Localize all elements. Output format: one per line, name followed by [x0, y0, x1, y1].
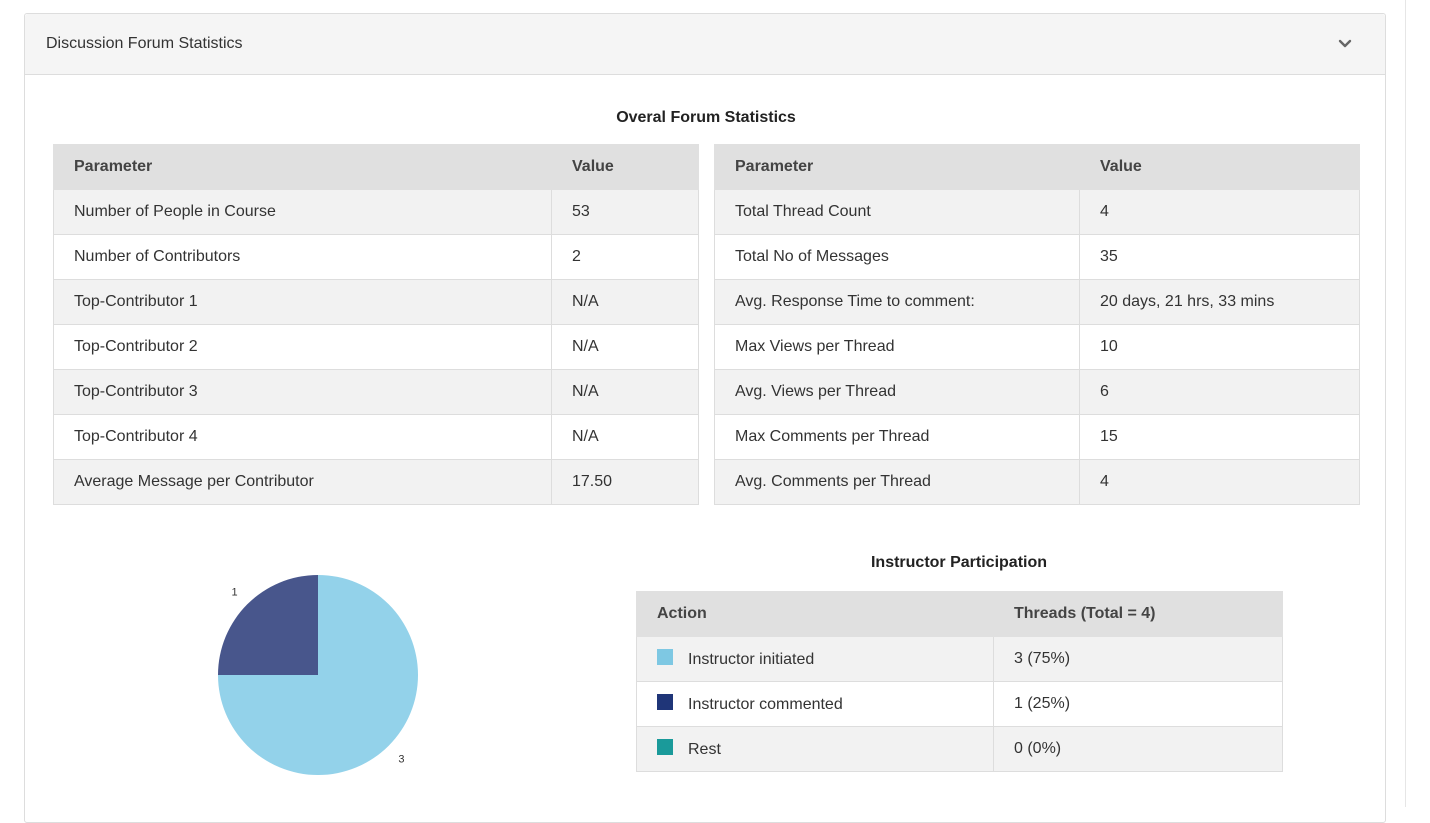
- instructor-participation-title: Instructor Participation: [870, 554, 1048, 571]
- table-row: Number of People in Course 53: [53, 189, 699, 235]
- value-cell: 17.50: [551, 459, 699, 505]
- parameter-cell: Top-Contributor 3: [53, 369, 552, 415]
- table-row: Average Message per Contributor 17.50: [53, 459, 699, 505]
- value-cell: 20 days, 21 hrs, 33 mins: [1079, 279, 1360, 325]
- table-row: Avg. Comments per Thread 4: [714, 459, 1360, 505]
- parameter-cell: Number of Contributors: [53, 234, 552, 280]
- threads-cell: 3 (75%): [993, 636, 1283, 682]
- instructor-participation-table: Action Threads (Total = 4) Instructor in…: [636, 591, 1283, 772]
- column-header: Value: [551, 144, 699, 190]
- parameter-cell: Avg. Comments per Thread: [714, 459, 1080, 505]
- table-row: Top-Contributor 4 N/A: [53, 414, 699, 460]
- legend-swatch: [657, 694, 673, 710]
- value-cell: 2: [551, 234, 699, 280]
- parameter-cell: Max Comments per Thread: [714, 414, 1080, 460]
- page-right-border: [1405, 0, 1406, 807]
- chevron-down-icon[interactable]: [1335, 34, 1355, 54]
- column-header: Action: [636, 591, 994, 637]
- parameter-cell: Max Views per Thread: [714, 324, 1080, 370]
- action-cell: Instructor commented: [636, 681, 994, 727]
- threads-cell: 1 (25%): [993, 681, 1283, 727]
- column-header: Parameter: [53, 144, 552, 190]
- table-row: Top-Contributor 1 N/A: [53, 279, 699, 325]
- value-cell: N/A: [551, 279, 699, 325]
- action-cell: Instructor initiated: [636, 636, 994, 682]
- action-label: Instructor commented: [688, 696, 843, 713]
- table-row: Top-Contributor 3 N/A: [53, 369, 699, 415]
- value-cell: 53: [551, 189, 699, 235]
- value-cell: N/A: [551, 414, 699, 460]
- parameter-cell: Top-Contributor 1: [53, 279, 552, 325]
- table-header-row: Parameter Value: [714, 144, 1360, 190]
- panel-header[interactable]: Discussion Forum Statistics: [25, 14, 1385, 75]
- value-cell: 35: [1079, 234, 1360, 280]
- table-row: Instructor commented 1 (25%): [636, 681, 1283, 727]
- parameter-cell: Total No of Messages: [714, 234, 1080, 280]
- table-row: Rest 0 (0%): [636, 726, 1283, 772]
- parameter-cell: Avg. Views per Thread: [714, 369, 1080, 415]
- legend-swatch: [657, 649, 673, 665]
- table-row: Total No of Messages 35: [714, 234, 1360, 280]
- panel-title: Discussion Forum Statistics: [46, 35, 243, 52]
- parameter-cell: Number of People in Course: [53, 189, 552, 235]
- table-row: Total Thread Count 4: [714, 189, 1360, 235]
- table-row: Instructor initiated 3 (75%): [636, 636, 1283, 682]
- value-cell: N/A: [551, 324, 699, 370]
- table-row: Max Views per Thread 10: [714, 324, 1360, 370]
- table-row: Number of Contributors 2: [53, 234, 699, 280]
- value-cell: 10: [1079, 324, 1360, 370]
- pie-slice-label-1: 1: [231, 587, 237, 599]
- action-cell: Rest: [636, 726, 994, 772]
- threads-cell: 0 (0%): [993, 726, 1283, 772]
- value-cell: 4: [1079, 189, 1360, 235]
- legend-swatch: [657, 739, 673, 755]
- overall-stats-title: Overal Forum Statistics: [616, 109, 796, 126]
- table-row: Avg. Views per Thread 6: [714, 369, 1360, 415]
- table-row: Avg. Response Time to comment: 20 days, …: [714, 279, 1360, 325]
- value-cell: N/A: [551, 369, 699, 415]
- action-label: Rest: [688, 741, 721, 758]
- parameter-cell: Top-Contributor 2: [53, 324, 552, 370]
- parameter-cell: Average Message per Contributor: [53, 459, 552, 505]
- overall-stats-right-table: Parameter Value Total Thread Count 4 Tot…: [714, 144, 1360, 505]
- column-header: Value: [1079, 144, 1360, 190]
- table-header-row: Action Threads (Total = 4): [636, 591, 1283, 637]
- value-cell: 6: [1079, 369, 1360, 415]
- overall-stats-left-table: Parameter Value Number of People in Cour…: [53, 144, 699, 505]
- column-header: Parameter: [714, 144, 1080, 190]
- value-cell: 4: [1079, 459, 1360, 505]
- column-header: Threads (Total = 4): [993, 591, 1283, 637]
- parameter-cell: Avg. Response Time to comment:: [714, 279, 1080, 325]
- table-row: Max Comments per Thread 15: [714, 414, 1360, 460]
- parameter-cell: Top-Contributor 4: [53, 414, 552, 460]
- pie-slice-label-0: 3: [398, 753, 404, 765]
- table-header-row: Parameter Value: [53, 144, 699, 190]
- table-row: Top-Contributor 2 N/A: [53, 324, 699, 370]
- value-cell: 15: [1079, 414, 1360, 460]
- instructor-participation-pie-chart: 310: [218, 575, 418, 775]
- action-label: Instructor initiated: [688, 651, 815, 668]
- pie-slice-1[interactable]: [218, 575, 318, 675]
- parameter-cell: Total Thread Count: [714, 189, 1080, 235]
